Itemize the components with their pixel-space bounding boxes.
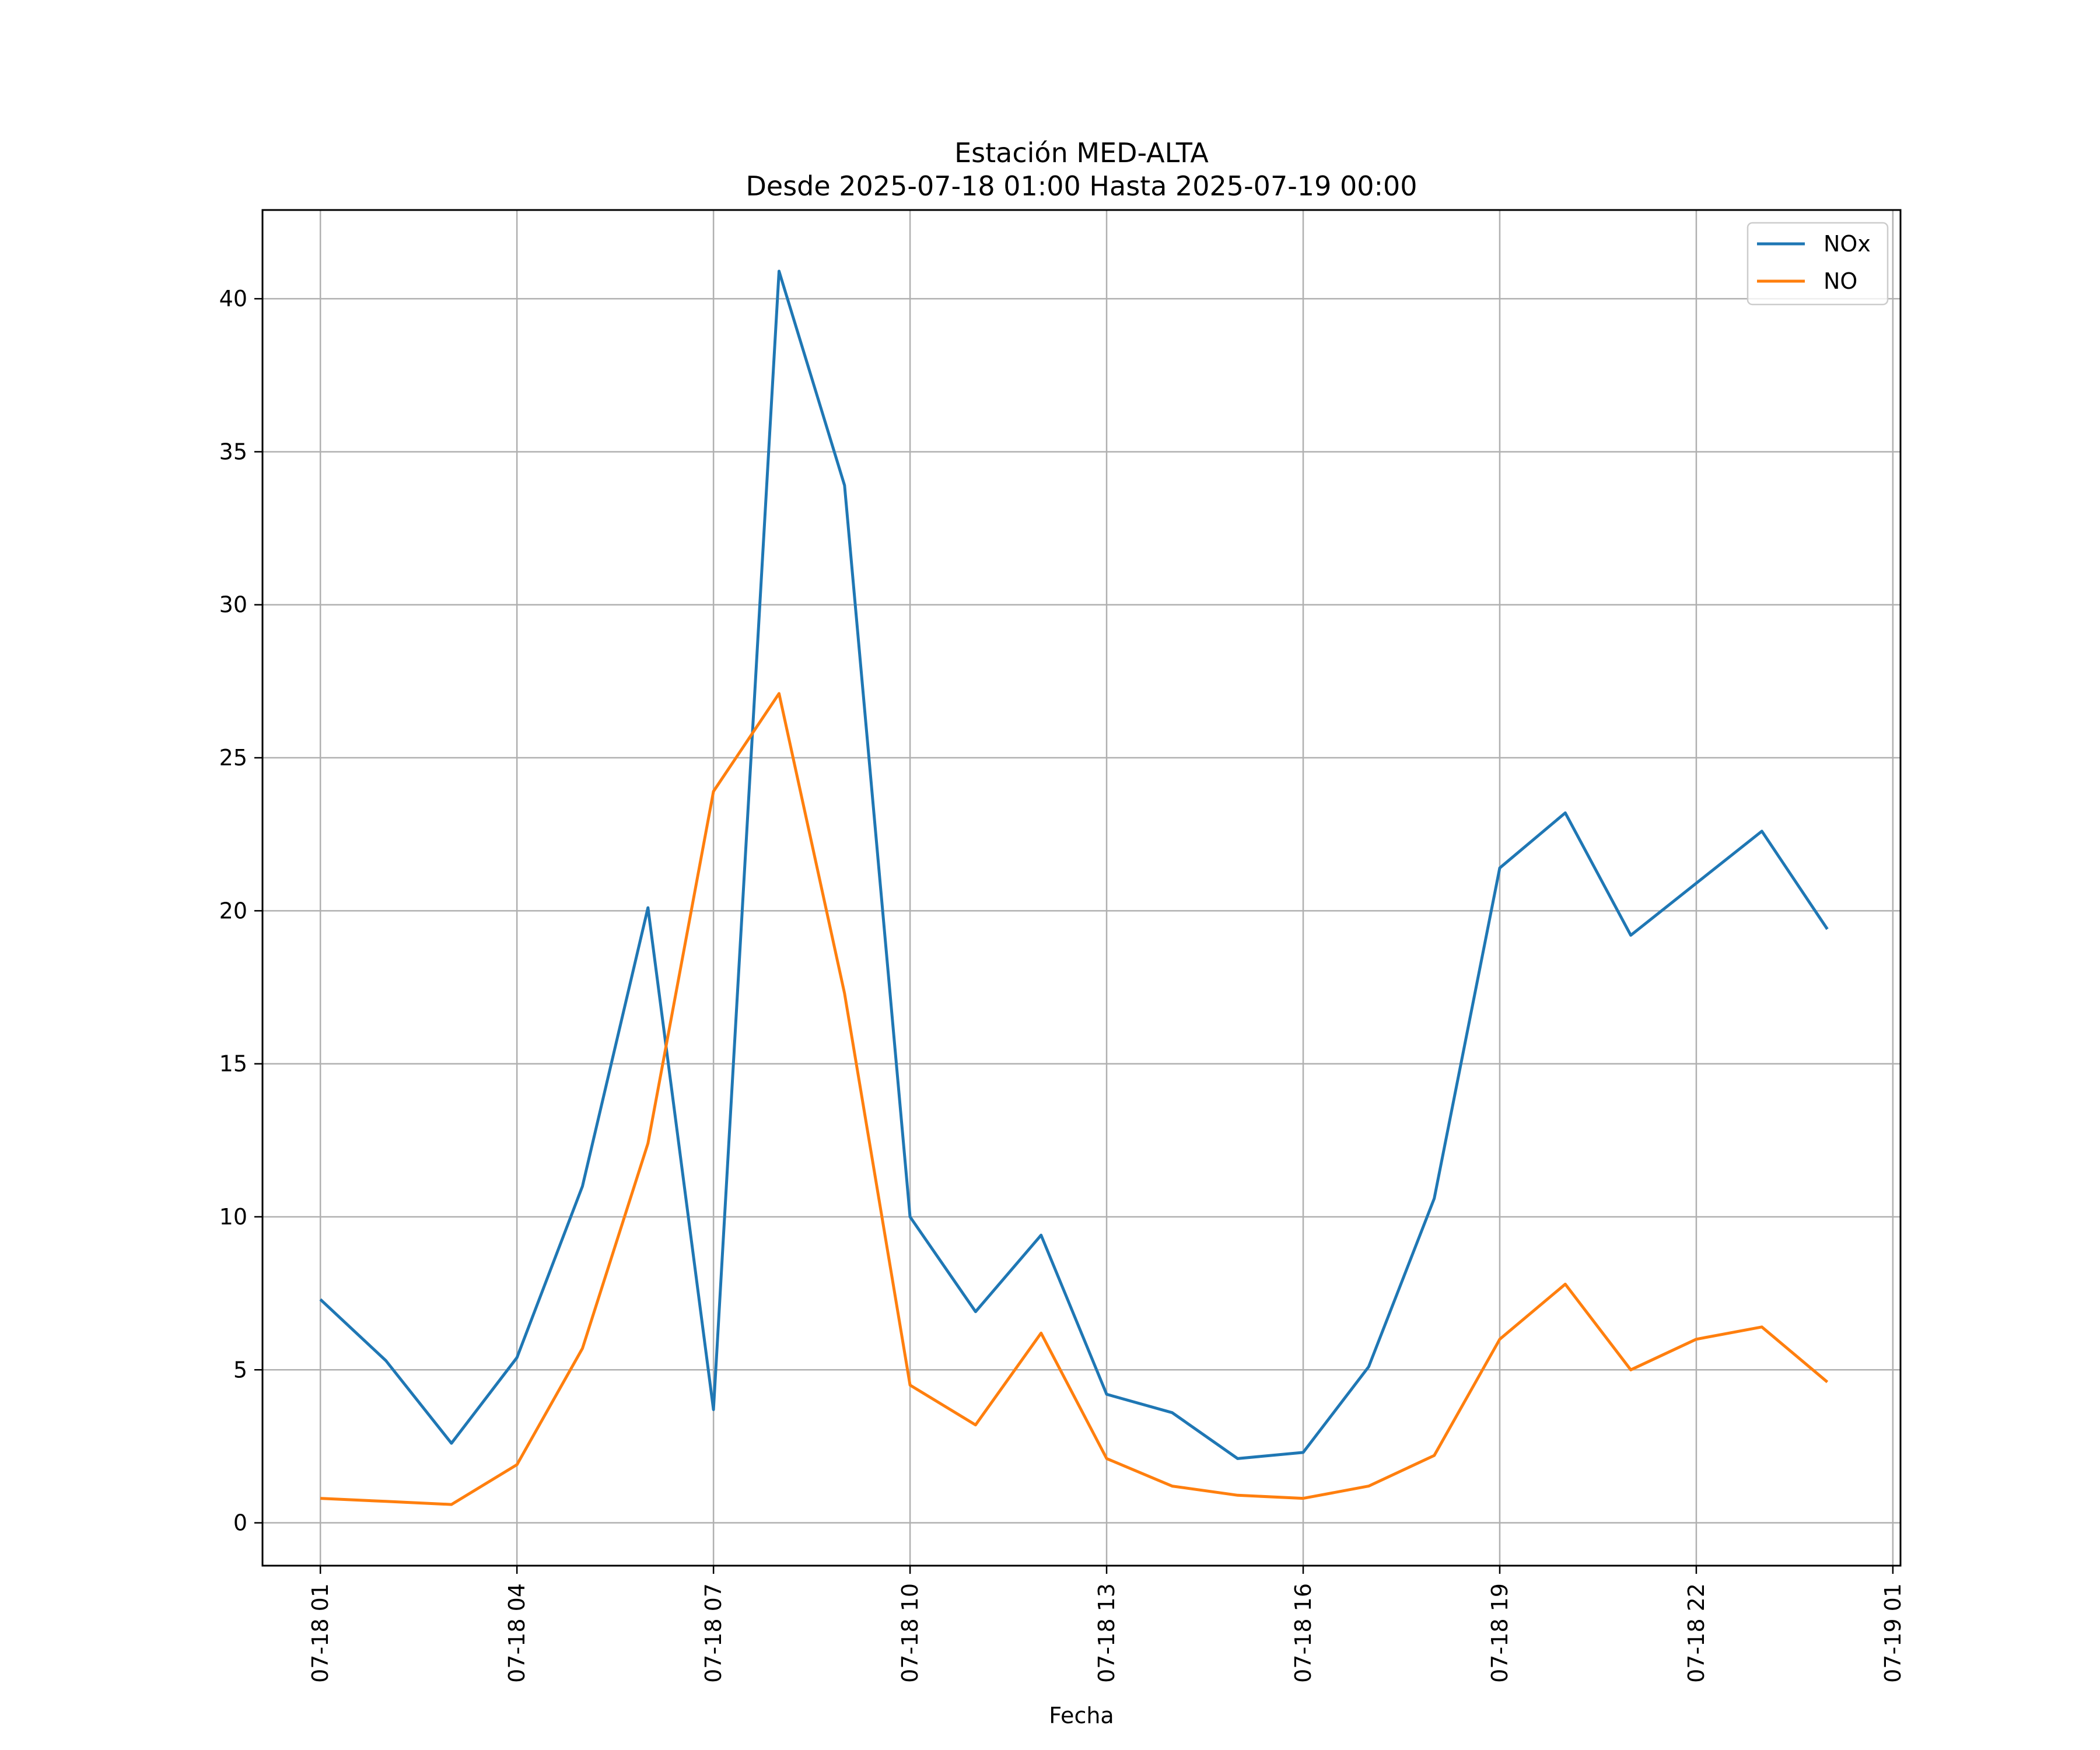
x-tick-label: 07-18 07 <box>701 1583 726 1683</box>
y-tick-label: 25 <box>219 745 247 771</box>
legend-label-no: NO <box>1824 268 1857 294</box>
grid <box>262 210 1901 1566</box>
x-tick-label: 07-18 19 <box>1487 1583 1513 1683</box>
series-line-nox <box>319 270 1829 1460</box>
y-axis-ticks: 0 5 10 15 20 25 30 35 40 <box>219 286 262 1536</box>
chart-subtitle: Desde 2025-07-18 01:00 Hasta 2025-07-19 … <box>746 170 1417 202</box>
legend: NOx NO <box>1746 222 1889 306</box>
plot-area-frame <box>261 209 1902 1567</box>
chart-title: Estación MED-ALTA <box>954 137 1209 169</box>
x-axis-ticks: 07-18 01 07-18 04 07-18 07 07-18 10 07-18 13… <box>307 1566 1906 1683</box>
x-axis-label: Fecha <box>1049 1703 1114 1728</box>
x-tick-label: 07-18 10 <box>897 1583 923 1683</box>
y-tick-label: 20 <box>219 898 247 923</box>
series-line-no <box>320 692 1829 1506</box>
x-tick-label: 07-18 16 <box>1290 1583 1316 1683</box>
x-tick-label: 07-18 13 <box>1094 1583 1119 1683</box>
x-tick-label: 07-18 04 <box>504 1583 530 1683</box>
y-tick-label: 0 <box>233 1510 247 1536</box>
title-block: Estación MED-ALTA Desde 2025-07-18 01:00… <box>746 137 1417 202</box>
y-tick-label: 10 <box>219 1204 247 1230</box>
legend-label-nox: NOx <box>1824 231 1871 257</box>
y-tick-label: 30 <box>219 592 247 618</box>
y-tick-label: 40 <box>219 286 247 312</box>
x-tick-label: 07-19 01 <box>1880 1583 1906 1683</box>
y-tick-label: 15 <box>219 1051 247 1077</box>
x-tick-label: 07-18 22 <box>1684 1583 1709 1683</box>
x-tick-label: 07-18 01 <box>307 1583 333 1683</box>
plot-series <box>319 270 1829 1506</box>
y-tick-label: 35 <box>219 439 247 464</box>
y-tick-label: 5 <box>233 1357 247 1382</box>
